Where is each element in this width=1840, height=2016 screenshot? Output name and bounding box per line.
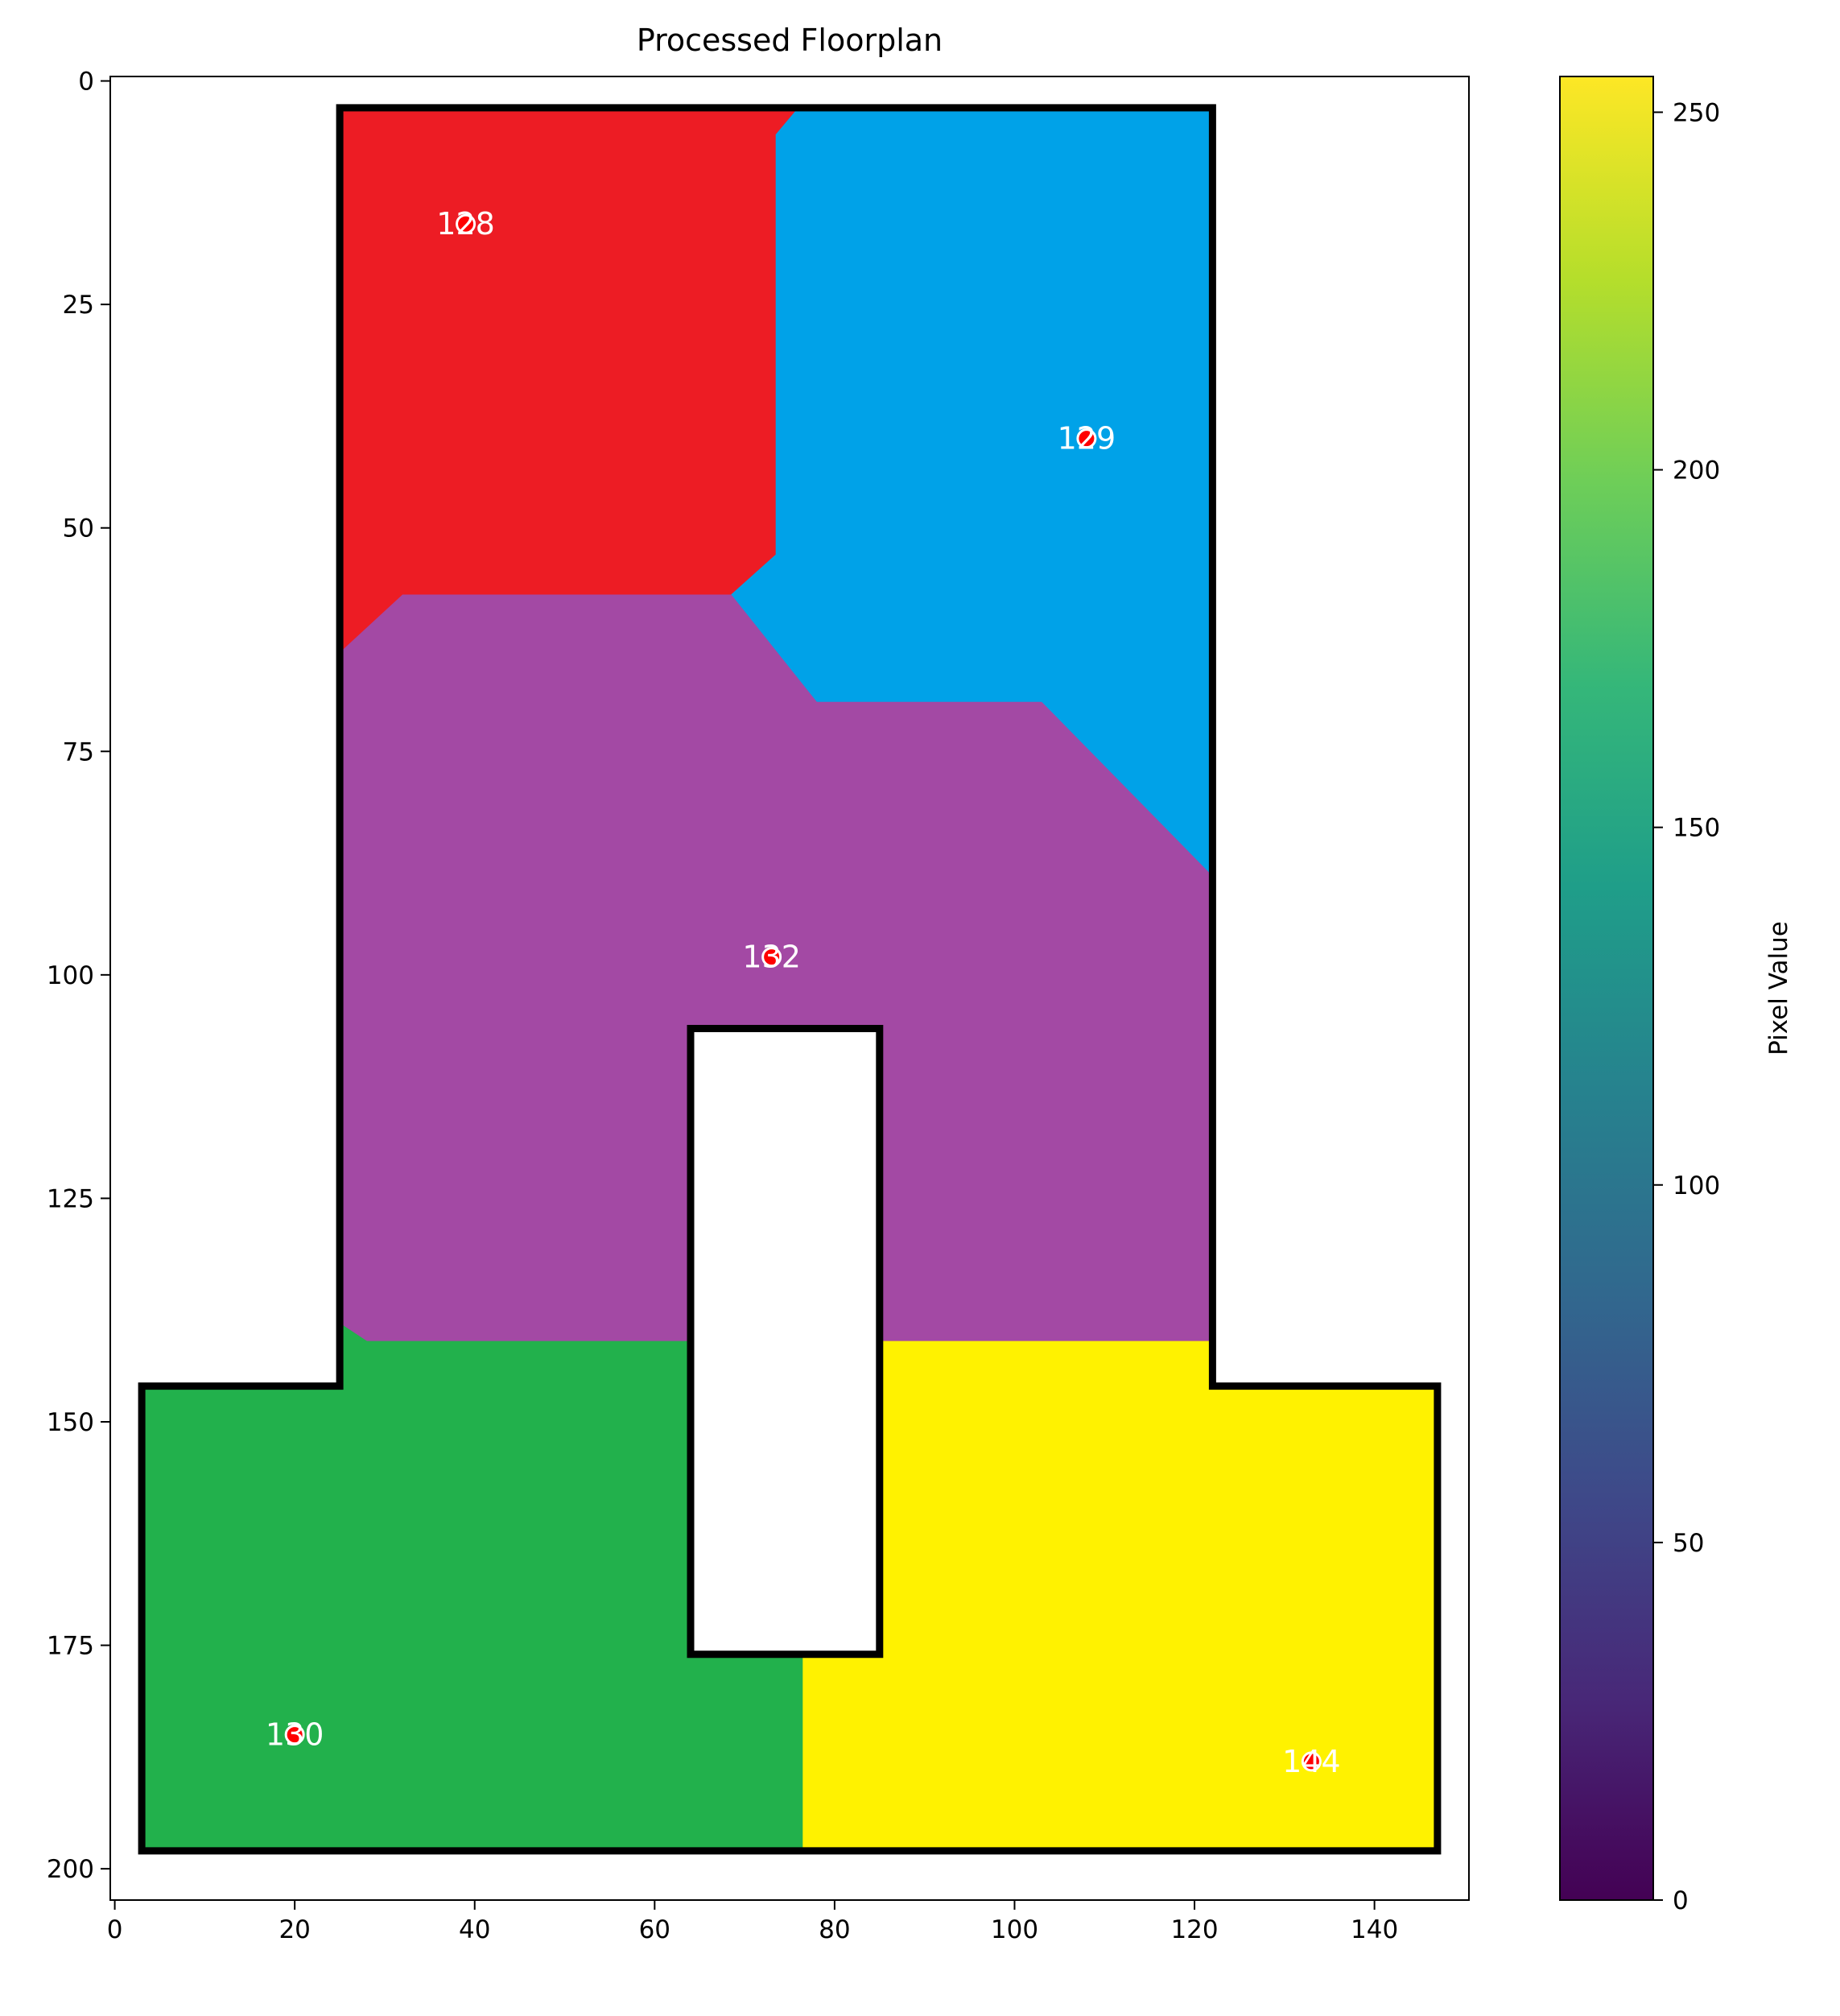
y-tick-label: 150 <box>47 1408 94 1437</box>
x-tick-label: 0 <box>107 1915 123 1944</box>
x-tick-label: 20 <box>278 1915 310 1944</box>
x-axis: 0 20 40 60 80 100 120 140 <box>107 1900 1398 1944</box>
colorbar-tick-label: 100 <box>1673 1171 1720 1200</box>
x-tick-label: 100 <box>991 1915 1038 1944</box>
y-tick-label: 0 <box>78 68 94 97</box>
y-tick-label: 25 <box>63 291 94 320</box>
colorbar-bar <box>1560 76 1653 1900</box>
colorbar-frame <box>1559 76 1654 1901</box>
plot-area: 128 129 132 130 144 <box>109 76 1470 1901</box>
colorbar-tick-label: 150 <box>1673 814 1720 843</box>
colorbar-ticks: 0 50 100 150 200 250 <box>1653 98 1720 1915</box>
room-label-130: 130 <box>266 1717 324 1753</box>
room-label-128: 128 <box>436 206 495 242</box>
room-region-128 <box>339 107 800 655</box>
room-region-144 <box>802 1341 1438 1852</box>
x-tick-label: 60 <box>639 1915 670 1944</box>
wall-outline-2 <box>687 1025 884 1659</box>
room-marker-129 <box>1076 428 1097 449</box>
room-regions <box>141 107 1438 1852</box>
colorbar-tick-label: 200 <box>1673 456 1720 485</box>
x-tick-label: 80 <box>819 1915 850 1944</box>
colorbar-tick-label: 250 <box>1673 98 1720 127</box>
colorbar-tick-label: 0 <box>1673 1886 1689 1915</box>
room-label-132: 132 <box>742 940 801 975</box>
y-tick-label: 100 <box>47 961 94 990</box>
room-marker-144 <box>1301 1751 1322 1772</box>
room-marker-130 <box>284 1725 305 1745</box>
wall-outline-1 <box>138 104 1442 1855</box>
colorbar-label: Pixel Value <box>1764 921 1793 1056</box>
room-label-144: 144 <box>1282 1744 1341 1779</box>
x-tick-label: 40 <box>459 1915 490 1944</box>
y-tick-label: 125 <box>47 1184 94 1213</box>
colorbar: 0 50 100 150 200 250 Pixel Value <box>1559 76 1793 1915</box>
chart-title: Processed Floorplan <box>637 23 943 58</box>
y-tick-label: 200 <box>47 1855 94 1884</box>
y-tick-label: 50 <box>63 514 94 543</box>
room-marker-128 <box>456 213 477 234</box>
room-marker-132 <box>761 947 782 968</box>
y-tick-label: 75 <box>63 737 94 766</box>
room-markers: 128 129 132 130 144 <box>266 206 1341 1779</box>
room-label-129: 129 <box>1058 421 1116 456</box>
y-axis: 0 25 50 75 100 125 150 175 200 <box>47 68 110 1884</box>
walls <box>138 104 1442 1855</box>
x-tick-label: 140 <box>1351 1915 1398 1944</box>
plot-frame <box>109 76 1470 1901</box>
y-tick-label: 175 <box>47 1632 94 1661</box>
x-tick-label: 120 <box>1170 1915 1218 1944</box>
colorbar-tick-label: 50 <box>1673 1529 1704 1558</box>
